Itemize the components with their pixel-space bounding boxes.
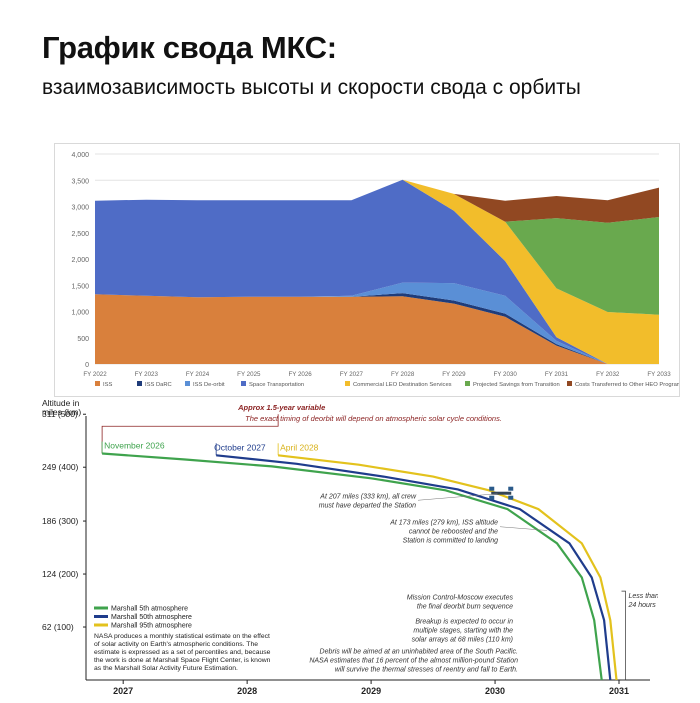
breakup-note: solar arrays at 68 miles (110 km) [412,637,513,644]
debris-note: NASA estimates that 16 percent of the al… [309,658,518,665]
x-tick-label: 2027 [113,686,133,696]
deorbit-line [216,454,612,681]
breakup-note: multiple stages, starting with the [413,628,513,635]
reboost-leader [499,526,548,531]
x-tick-label: FY 2026 [288,371,312,378]
area-series [95,294,659,364]
area-series [95,179,659,364]
legend-swatch [465,381,470,386]
hours-bracket [621,590,626,681]
legend-swatch [345,381,350,386]
x-tick-label: FY 2027 [340,371,364,378]
y-tick-label: 500 [77,336,89,343]
x-tick-label: 2029 [361,686,381,696]
page-title: График свода МКС: [42,30,337,65]
legend-swatch [567,381,572,386]
y-tick-label: 2,000 [71,257,89,264]
x-tick-label: FY 2029 [442,371,466,378]
y-tick-label: 311 (500) [42,409,78,419]
y-tick-label: 4,000 [71,152,89,159]
x-tick-label: FY 2023 [135,371,159,378]
iss-panel [489,486,495,491]
x-tick-label: 2030 [485,686,505,696]
y-tick-label: 3,000 [71,205,89,212]
legend-label: Marshall 50th atmosphere [111,614,192,621]
x-tick-label: 2031 [609,686,629,696]
x-tick-label: FY 2030 [494,371,518,378]
x-tick-label: FY 2033 [647,371,671,378]
start-label: October 2027 [214,442,266,452]
legend-note: NASA produces a monthly statistical esti… [94,633,270,640]
legend-label: Marshall 5th atmosphere [111,606,188,613]
legend-swatch [95,381,100,386]
legend-label: Marshall 95th atmosphere [111,623,192,630]
debris-note: Debris will be aimed at an uninhabited a… [320,649,519,656]
legend-note: as the Marshall Solar Activity Future Es… [94,665,238,672]
iss-truss [491,491,512,495]
legend-label: ISS [103,382,112,388]
crew-leader [417,493,498,501]
y-tick-label: 62 (100) [42,622,74,632]
legend-label: Space Transportation [249,382,304,388]
x-tick-label: FY 2025 [237,371,261,378]
x-tick-label: 2028 [237,686,257,696]
variable-bracket [101,414,279,454]
legend-label: ISS DaRC [145,382,172,388]
legend-note: the work is done at Marshall Space Fligh… [94,657,271,664]
y-axis-label: Altitude in [42,398,80,408]
deorbit-line [277,454,618,681]
legend-swatch [137,381,142,386]
iss-panel [508,486,514,491]
budget-area-chart-svg: 0 500 1,000 1,500 2,000 2,500 3,000 3,500 4,000 F… [71,152,684,388]
y-tick-label: 249 (400) [42,462,79,472]
legend-label: Commercial LEO Destination Services [353,382,452,388]
x-tick-label: FY 2022 [83,371,107,378]
reboost-note: Station is committed to landing [403,538,498,545]
x-tick-label: FY 2032 [596,371,620,378]
reboost-note: cannot be reboosted and the [409,529,498,536]
iss-panel [489,495,495,500]
x-tick-label: FY 2028 [391,371,415,378]
budget-area-chart: 0 500 1,000 1,500 2,000 2,500 3,000 3,500 4,000 F… [54,143,685,397]
legend-label: Projected Savings from Transition [473,382,560,388]
legend-label: Costs Transferred to Other HEO Programs [575,382,679,388]
legend-swatch [241,381,246,386]
y-tick-label: 3,500 [71,178,89,185]
legend-label: ISS De-orbit [193,382,225,388]
y-tick-label: 1,000 [71,310,89,317]
variable-note: The exact timing of deorbit will depend … [245,414,502,423]
burn-note: the final deorbit burn sequence [417,604,513,611]
crew-note: must have departed the Station [319,502,416,509]
y-tick-label: 0 [85,362,89,369]
start-label: November 2026 [104,441,165,451]
less-than-label: Less than [628,593,658,600]
y-tick-label: 2,500 [71,231,89,238]
less-than-label: 24 hours [627,602,656,609]
start-label: April 2028 [280,442,319,452]
iss-station-icon [489,486,514,500]
y-tick-label: 1,500 [71,283,89,290]
legend-swatch [185,381,190,386]
iss-panel [508,495,514,500]
area-series [95,179,659,223]
y-tick-label: 186 (300) [42,516,79,526]
legend-note: estimate is expressed as a set of percen… [94,649,271,656]
deorbit-line [102,452,603,681]
page-subtitle: взаимозависимость высоты и скорости свод… [42,76,581,99]
variable-title: Approx 1.5-year variable [237,403,325,412]
legend-note: of solar activity on Earth's atmospheric… [94,641,258,648]
x-tick-label: FY 2031 [545,371,569,378]
breakup-note: Breakup is expected to occur in [415,619,513,626]
burn-note: Mission Control-Moscow executes [407,595,514,602]
reboost-note: At 173 miles (279 km), ISS altitude [389,520,498,527]
x-tick-label: FY 2024 [186,371,210,378]
area-series [95,179,659,315]
debris-note: will survive the thermal stresses of ree… [335,667,518,674]
area-series [95,179,659,364]
y-tick-label: 124 (200) [42,569,79,579]
deorbit-altitude-chart: Altitude in miles (km) 311 (500) 249 (400) 1… [38,398,659,698]
y-axis-label: miles (km) [42,407,81,417]
crew-note: At 207 miles (333 km), all crew [319,493,417,500]
